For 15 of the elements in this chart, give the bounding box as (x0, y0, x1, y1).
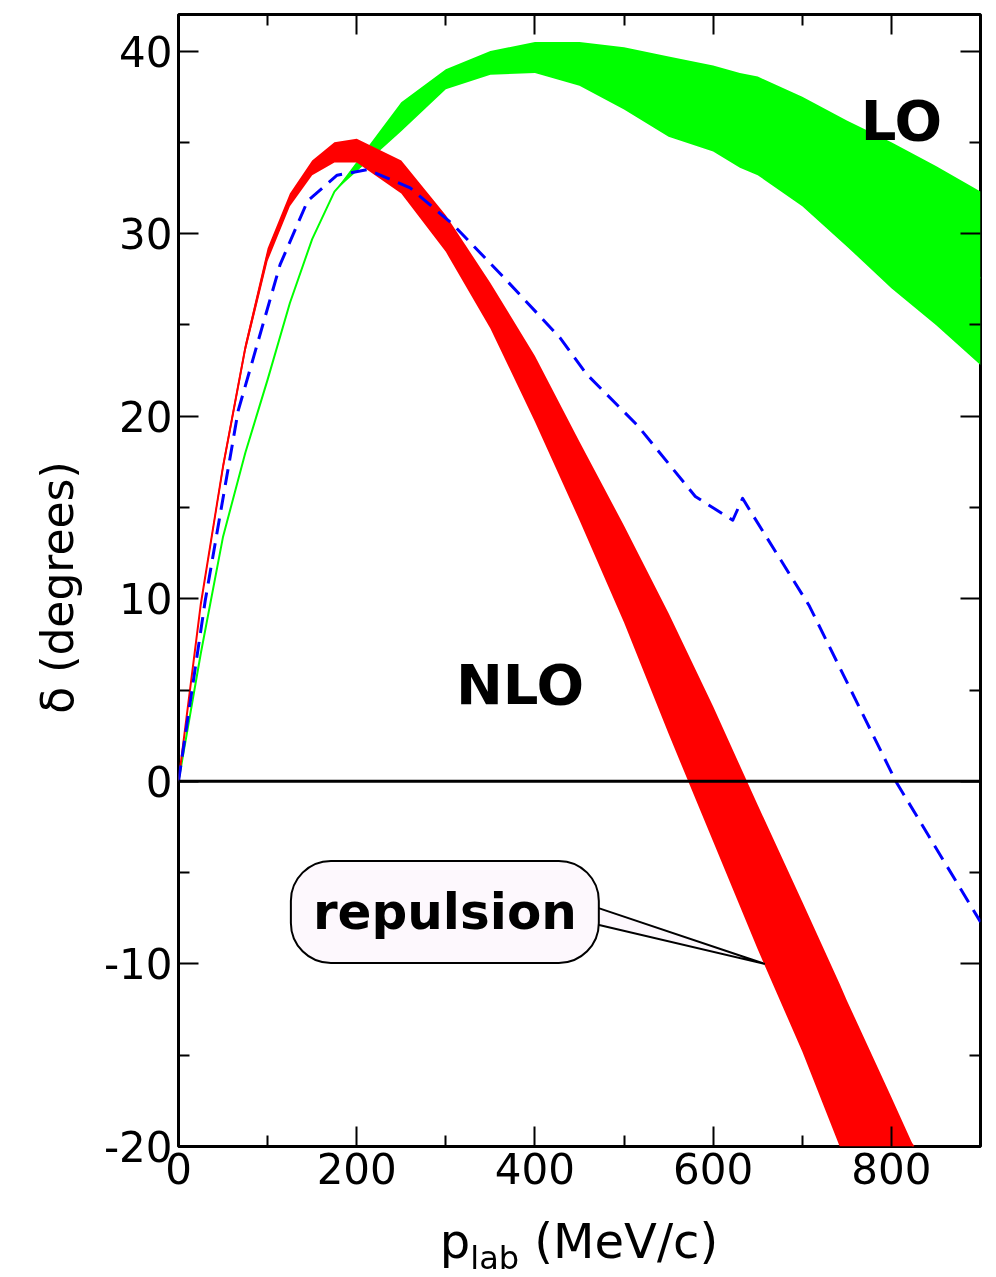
y-tick-label: -10 (103, 940, 173, 990)
y-tick-label: 20 (119, 392, 173, 442)
x-axis-title: p$_{lab}$ (MeV/c) (439, 1212, 719, 1277)
series-label: NLO (455, 651, 585, 717)
y-tick-label: 10 (119, 575, 173, 625)
series-label: LO (860, 87, 943, 153)
y-tick-label: 0 (145, 757, 173, 807)
x-tick-label: 400 (494, 1144, 576, 1194)
x-tick-label: 600 (673, 1144, 754, 1194)
x-tick-label: 800 (851, 1144, 932, 1194)
annotation: repulsion (312, 882, 577, 941)
y-axis-title: δ (degrees) (31, 461, 83, 714)
y-tick-label: 30 (119, 210, 173, 260)
y-tick-label: 40 (119, 27, 173, 77)
x-tick-label: 200 (316, 1144, 397, 1194)
